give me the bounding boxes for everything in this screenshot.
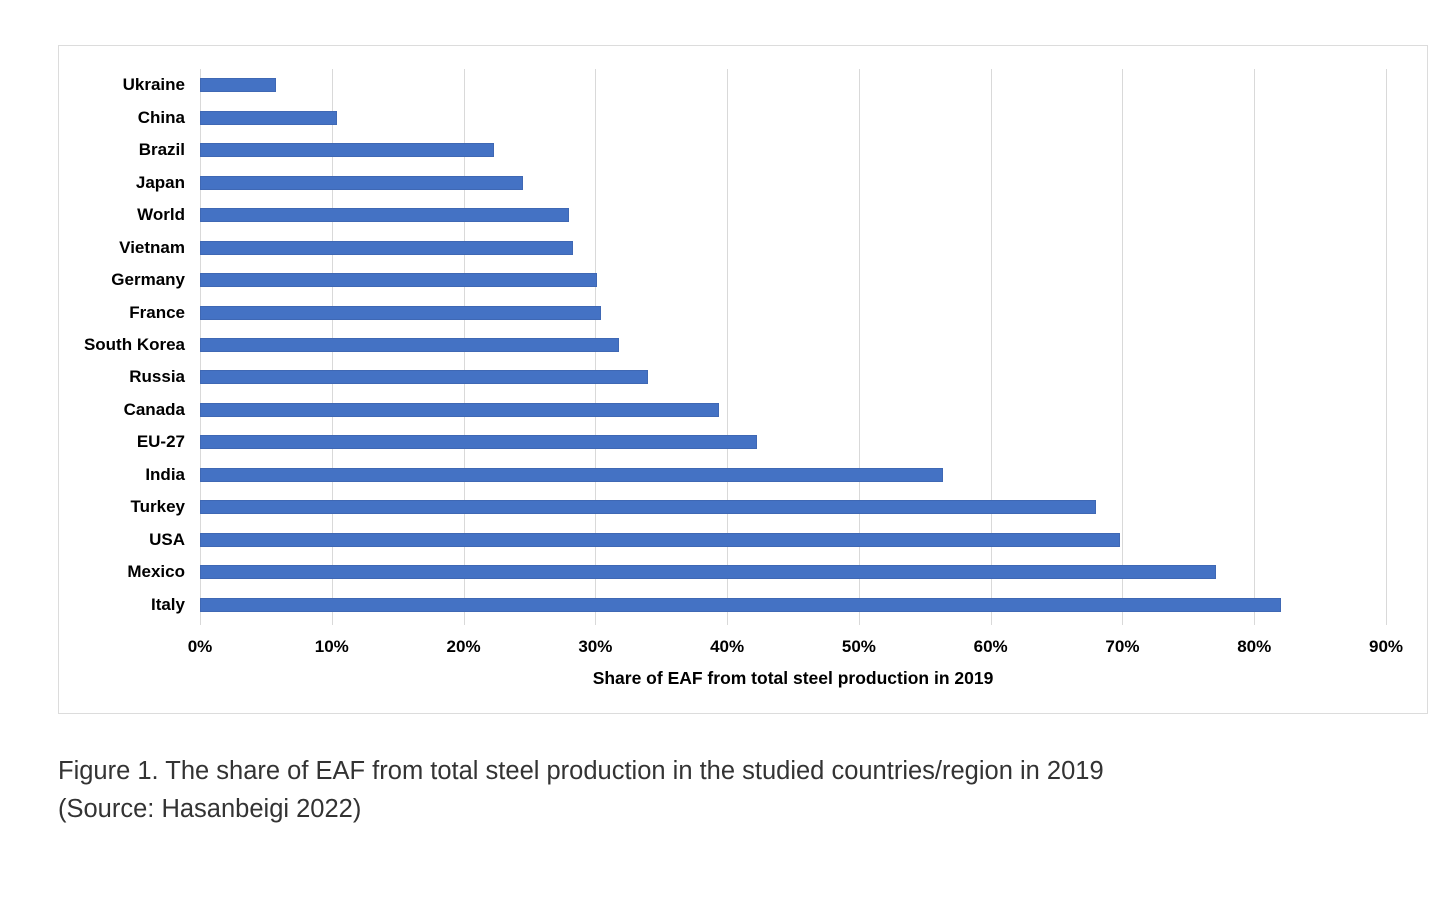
- gridline: [1122, 69, 1124, 625]
- bar: [200, 532, 1120, 547]
- bar: [200, 110, 338, 125]
- category-label: Italy: [150, 594, 185, 614]
- bar: [200, 597, 1281, 612]
- figure-caption: Figure 1. The share of EAF from total st…: [58, 752, 1398, 828]
- bar: [200, 500, 1097, 515]
- bar-row: [200, 524, 1386, 556]
- bar: [200, 337, 620, 352]
- category-label: Turkey: [130, 497, 186, 517]
- category-label: Mexico: [127, 562, 185, 582]
- chart-panel: Ukraine China Brazil Japan World Vietnam Germa…: [58, 45, 1428, 714]
- gridline: [990, 69, 992, 625]
- bar: [200, 175, 523, 190]
- bar: [200, 305, 601, 320]
- bar: [200, 370, 649, 385]
- category-label: Russia: [129, 367, 185, 387]
- bar-row: [200, 426, 1386, 458]
- bar-row: [200, 166, 1386, 198]
- category-label: Germany: [111, 270, 185, 290]
- caption-line-1: Figure 1. The share of EAF from total st…: [58, 757, 1104, 785]
- category-label: France: [129, 302, 185, 322]
- bar: [200, 435, 758, 450]
- bar-row: [200, 264, 1386, 296]
- caption-line-2: (Source: Hasanbeigi 2022): [58, 795, 362, 823]
- bar-row: [200, 491, 1386, 523]
- bar-row: [200, 556, 1386, 588]
- category-label: USA: [149, 529, 185, 549]
- category-label: Japan: [135, 172, 185, 192]
- bar: [200, 208, 569, 223]
- bar: [200, 143, 494, 158]
- x-tick-label: 60%: [973, 637, 1008, 656]
- x-tick-label: 50%: [841, 637, 876, 656]
- bar-row: [200, 394, 1386, 426]
- bar: [200, 78, 277, 93]
- category-label: India: [145, 464, 185, 484]
- category-label: South Korea: [83, 334, 185, 354]
- category-label: Brazil: [138, 140, 185, 160]
- gridline: [858, 69, 860, 625]
- gridline: [1254, 69, 1256, 625]
- bar: [200, 240, 573, 255]
- bar-row: [200, 231, 1386, 263]
- bar: [200, 565, 1216, 580]
- bar: [200, 273, 597, 288]
- bar: [200, 467, 944, 482]
- category-label: World: [137, 205, 185, 225]
- x-tick-label: 30%: [578, 637, 613, 656]
- gridline: [727, 69, 729, 625]
- bar-row: [200, 101, 1386, 133]
- bar-row: [200, 69, 1386, 101]
- x-tick-label: 80%: [1237, 637, 1272, 656]
- x-tick-label: 90%: [1368, 637, 1404, 656]
- x-tick-label: 10%: [314, 637, 349, 656]
- category-label: Vietnam: [119, 237, 185, 257]
- x-tick-label: 0%: [187, 637, 213, 656]
- x-tick-label: 40%: [710, 637, 745, 656]
- category-label: China: [137, 107, 185, 127]
- category-label: Ukraine: [122, 75, 185, 95]
- bar-row: [200, 134, 1386, 166]
- category-label: EU-27: [136, 432, 185, 452]
- bar-row: [200, 296, 1386, 328]
- plot-area: [200, 69, 1387, 625]
- bar: [200, 402, 720, 417]
- x-axis-title: Share of EAF from total steel production…: [592, 668, 994, 688]
- bar-rows: [200, 69, 1386, 621]
- bar-row: [200, 589, 1386, 621]
- bar-row: [200, 199, 1386, 231]
- x-tick-label: 70%: [1105, 637, 1140, 656]
- bar-row: [200, 361, 1386, 393]
- x-tick-label: 20%: [446, 637, 481, 656]
- category-label: Canada: [123, 399, 185, 419]
- bar-row: [200, 459, 1386, 491]
- bar-row: [200, 329, 1386, 361]
- gridline: [1386, 69, 1387, 625]
